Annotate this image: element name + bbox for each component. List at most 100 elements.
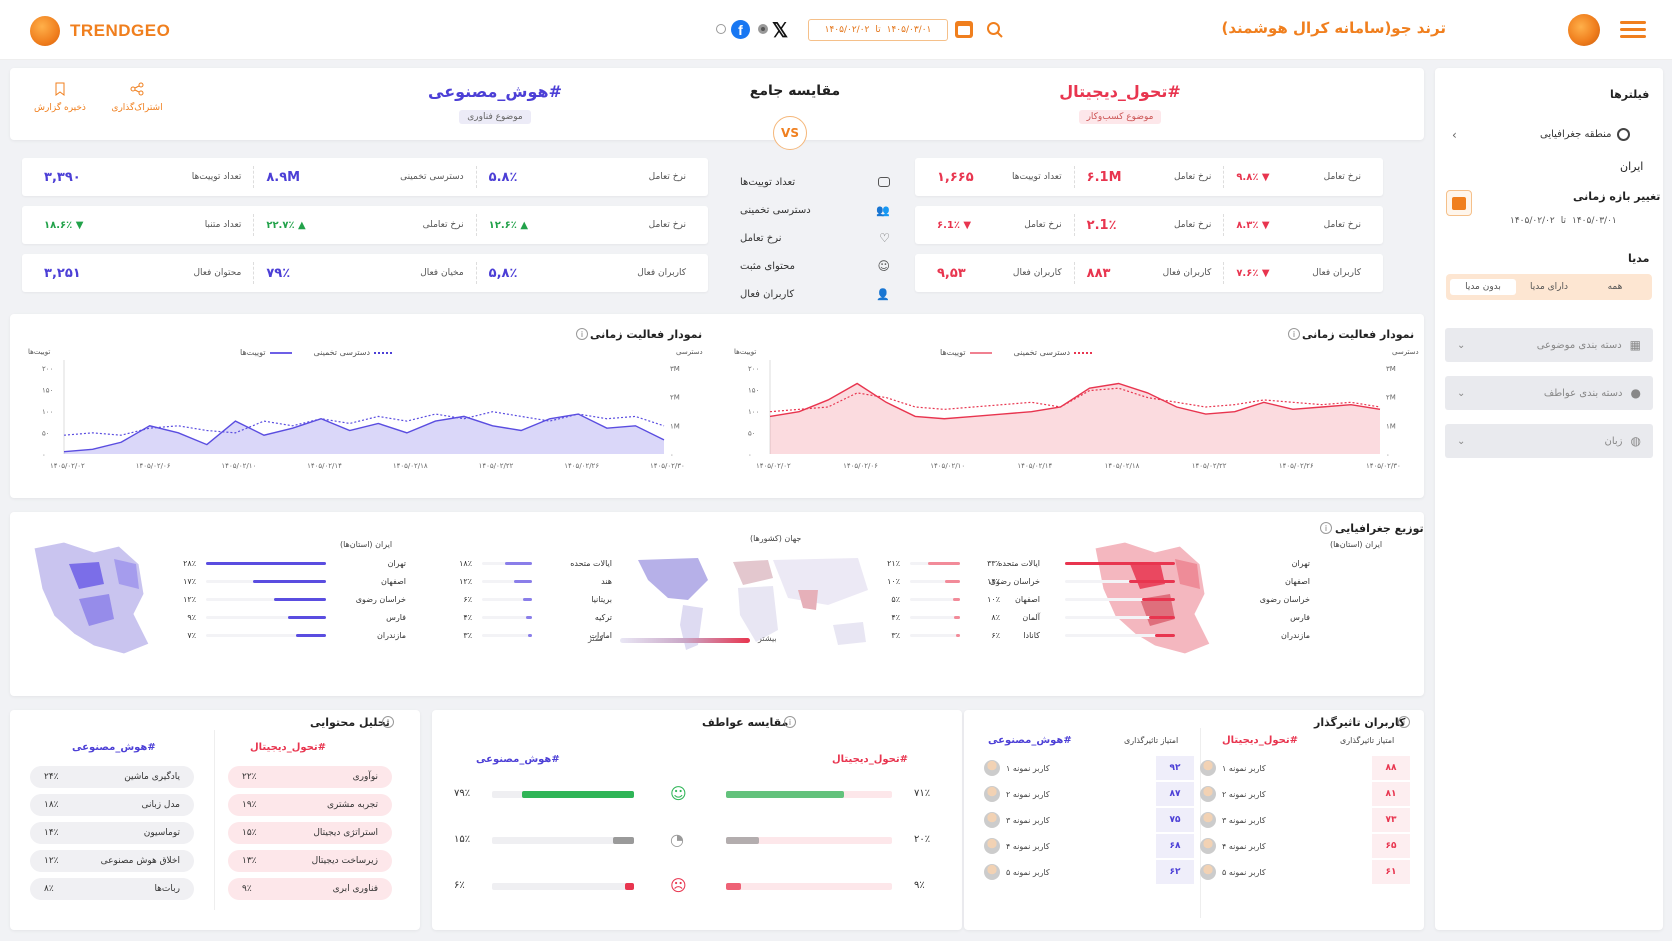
influencers-card: کاربران تاثیرگذار i امتیاز تاثیرگذاری #ت… bbox=[964, 710, 1424, 930]
legend-tweets: توییت‌ها bbox=[240, 348, 292, 357]
x-tick-label: ۱۴۰۵/۰۲/۱۴ bbox=[1017, 462, 1052, 470]
media-option-without[interactable]: بدون مدیا bbox=[1450, 279, 1516, 295]
x-tick-label: ۱۴۰۵/۰۲/۱۴ bbox=[307, 462, 342, 470]
influencer-name: کاربر نمونه ۳ bbox=[984, 812, 1050, 828]
radio-x[interactable] bbox=[758, 24, 768, 34]
geo-pct: ۱۰٪ bbox=[987, 594, 1000, 604]
right-topic: #هوش_مصنوعی bbox=[428, 82, 562, 101]
metric-label: نرخ تعامل bbox=[648, 172, 686, 182]
share-label: اشتراک‌گذاری bbox=[111, 103, 163, 113]
content-item-name: یادگیری ماشین bbox=[124, 772, 180, 782]
info-icon[interactable]: i bbox=[382, 716, 394, 728]
info-icon[interactable]: i bbox=[576, 328, 588, 340]
influencer-row[interactable]: ۷۳ کاربر نمونه ۳ bbox=[1200, 808, 1410, 832]
y-axis-label: توییت‌ها bbox=[734, 348, 756, 356]
geo-bar-track bbox=[910, 561, 960, 565]
geo-pct: ۴٪ bbox=[891, 612, 900, 622]
influencer-row[interactable]: ۹۲ کاربر نمونه ۱ bbox=[984, 756, 1194, 780]
legend-tweets-label: توییت‌ها bbox=[240, 348, 266, 357]
time-sep: تا bbox=[1560, 216, 1566, 226]
time-filter-range[interactable]: ۱۴۰۵/۰۳/۰۱ تا ۱۴۰۵/۰۲/۰۲ bbox=[1510, 216, 1617, 226]
radio-facebook[interactable] bbox=[716, 24, 726, 34]
metric-value: ۶.1M bbox=[1086, 169, 1122, 185]
influencer-row[interactable]: ۸۸ کاربر نمونه ۱ bbox=[1200, 756, 1410, 780]
x-icon[interactable]: 𝕏 bbox=[772, 20, 789, 42]
date-range-input[interactable]: ۱۴۰۵/۰۳/۰۱ تا ۱۴۰۵/۰۲/۰۲ bbox=[808, 19, 948, 41]
influencer-row[interactable]: ۶۱ کاربر نمونه ۵ bbox=[1200, 860, 1410, 884]
media-segmented-control: همه دارای مدیا بدون مدیا bbox=[1446, 274, 1652, 300]
influencer-score: ۷۳ bbox=[1372, 808, 1410, 832]
dropdown-sentiment-category[interactable]: ● دسته بندی عواطف ⌄ bbox=[1445, 376, 1653, 410]
chart-title-blue: نمودار فعالیت زمانی bbox=[590, 328, 703, 341]
metric-label: تعداد متنبا bbox=[204, 220, 242, 230]
metric-label: تعداد توییت‌ها bbox=[1012, 172, 1062, 182]
legend-reach: دسترسی تخمینی bbox=[1014, 348, 1093, 357]
info-icon[interactable]: i bbox=[1320, 522, 1332, 534]
legend-less: کمتر bbox=[588, 634, 604, 643]
influencer-row[interactable]: ۸۷ کاربر نمونه ۲ bbox=[984, 782, 1194, 806]
geo-row: تهران ۳۳٪ bbox=[970, 554, 1310, 572]
geo-bar-fill bbox=[526, 615, 532, 619]
menu-icon[interactable] bbox=[1620, 21, 1646, 38]
influencer-row[interactable]: ۷۵ کاربر نمونه ۳ bbox=[984, 808, 1194, 832]
share-button[interactable]: اشتراک‌گذاری bbox=[107, 82, 167, 113]
influencer-row[interactable]: ۶۸ کاربر نمونه ۴ bbox=[984, 834, 1194, 858]
avatar bbox=[1200, 760, 1216, 776]
series-line-tweets bbox=[63, 413, 665, 453]
user-icon: 👤 bbox=[876, 287, 890, 301]
metric-value: ▲ ۲۲.۷٪ bbox=[266, 219, 306, 231]
chevron-left-icon[interactable]: ‹ bbox=[1452, 128, 1457, 142]
influencer-name: کاربر نمونه ۵ bbox=[1200, 864, 1266, 880]
iran-label-red: ایران (استان‌ها) bbox=[1330, 540, 1383, 549]
geo-bar-fill bbox=[1065, 561, 1175, 565]
media-option-all[interactable]: همه bbox=[1607, 282, 1623, 292]
time-calendar-button[interactable] bbox=[1446, 190, 1472, 216]
left-category: موضوع کسب‌وکار bbox=[1078, 110, 1162, 124]
metric-label: کاربران فعال bbox=[637, 268, 686, 278]
sentiment-card: مقایسه عواطف i #تحول_دیجیتال #هوش_مصنوعی… bbox=[432, 710, 962, 930]
geo-bar-track bbox=[1065, 561, 1175, 565]
geo-name: فارس bbox=[1290, 612, 1310, 622]
geo-row: خراسان رضوی ۱۰٪ bbox=[870, 572, 1040, 590]
dropdown-topic-category[interactable]: ▦ دسته بندی موضوعی ⌄ bbox=[1445, 328, 1653, 362]
y2-axis-label: دسترسی bbox=[1392, 348, 1419, 356]
geo-bar-track bbox=[482, 597, 532, 601]
media-option-with[interactable]: دارای مدیا bbox=[1529, 282, 1569, 292]
avatar bbox=[984, 838, 1000, 854]
search-icon[interactable] bbox=[986, 21, 1004, 39]
influencer-row[interactable]: ۸۱ کاربر نمونه ۲ bbox=[1200, 782, 1410, 806]
save-button[interactable]: ذخیره گزارش bbox=[30, 82, 90, 113]
geo-name: مازندران bbox=[377, 630, 406, 640]
avatar bbox=[1200, 786, 1216, 802]
x-tick-label: ۱۴۰۵/۰۲/۱۰ bbox=[930, 462, 965, 470]
info-icon[interactable]: i bbox=[784, 716, 796, 728]
dropdown-label: زبان bbox=[1604, 435, 1623, 447]
info-icon[interactable]: i bbox=[1288, 328, 1300, 340]
metric-value: ▼ ۹.۸٪ bbox=[1236, 171, 1270, 183]
sentiment-blue-fill bbox=[521, 791, 634, 798]
geo-pct: ۱۷٪ bbox=[183, 576, 196, 586]
x-tick-label: ۱۴۰۵/۰۲/۲۶ bbox=[564, 462, 599, 470]
geo-name: تهران bbox=[1291, 558, 1310, 568]
content-item-name: توماسیون bbox=[143, 828, 180, 838]
dropdown-language[interactable]: ◍ زبان ⌄ bbox=[1445, 424, 1653, 458]
influencer-row[interactable]: ۶۵ کاربر نمونه ۴ bbox=[1200, 834, 1410, 858]
center-metric-label: نرخ تعامل bbox=[740, 232, 782, 244]
facebook-icon[interactable]: f bbox=[731, 20, 750, 39]
sentiment-blue-fill bbox=[612, 837, 634, 844]
calendar-icon[interactable] bbox=[955, 21, 973, 38]
content-left-tag: #تحول_دیجیتال bbox=[250, 742, 326, 753]
sentiment-red-pct: ۷۱٪ bbox=[914, 788, 931, 799]
content-item: استراتژی دیجیتال ۱۵٪ bbox=[228, 822, 392, 844]
smile-icon: ☺ bbox=[670, 784, 687, 803]
geo-pct: ۲۱٪ bbox=[887, 558, 900, 568]
info-icon[interactable]: i bbox=[1398, 716, 1410, 728]
save-label: ذخیره گزارش bbox=[34, 103, 86, 113]
x-tick-label: ۱۴۰۵/۰۲/۱۸ bbox=[393, 462, 428, 470]
influencer-score: ۸۷ bbox=[1156, 782, 1194, 806]
series-line-reach bbox=[769, 387, 1381, 413]
date-from: ۱۴۰۵/۰۳/۰۱ bbox=[886, 25, 932, 35]
geo-bar-fill bbox=[296, 633, 326, 637]
geo-filter[interactable]: منطقه جغرافیایی bbox=[1540, 128, 1631, 141]
influencer-row[interactable]: ۶۲ کاربر نمونه ۵ bbox=[984, 860, 1194, 884]
